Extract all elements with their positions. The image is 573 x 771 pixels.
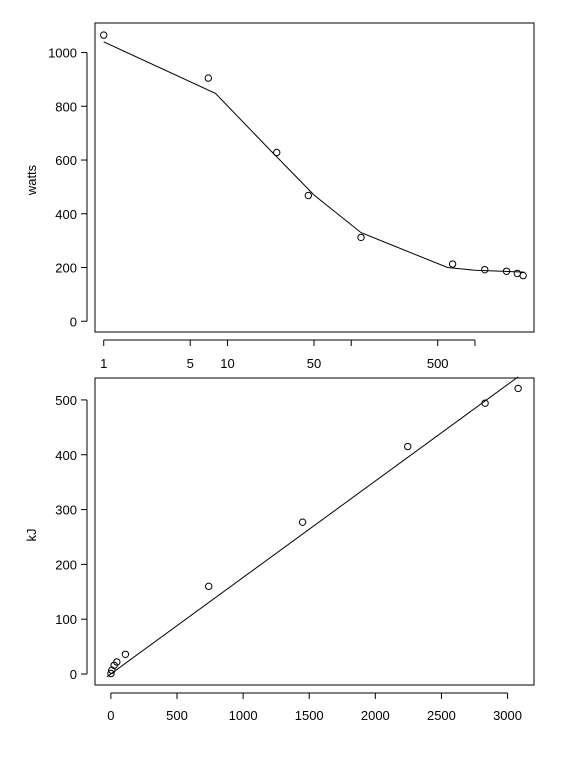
data-point bbox=[304, 191, 313, 200]
fit-line bbox=[106, 376, 519, 678]
plot-frame bbox=[94, 377, 535, 686]
data-point bbox=[121, 650, 130, 658]
kj-panel: 0 500 1000 1500 2000 2500 3000 0 100 200 300 400 50… bbox=[24, 376, 535, 723]
data-point bbox=[519, 271, 527, 280]
x-tick-label: 500 bbox=[427, 356, 449, 371]
data-points bbox=[100, 31, 527, 280]
y-axis-label: watts bbox=[24, 164, 39, 196]
data-point bbox=[481, 265, 489, 274]
x-tick-label: 3000 bbox=[493, 708, 522, 723]
data-point bbox=[205, 582, 213, 591]
x-tick-label: 0 bbox=[107, 708, 114, 723]
plot-frame bbox=[94, 22, 535, 333]
data-point bbox=[100, 31, 108, 39]
y-tick-label: 800 bbox=[55, 99, 77, 114]
data-point bbox=[357, 233, 365, 242]
data-point bbox=[448, 260, 457, 268]
y-tick-label: 400 bbox=[55, 448, 77, 463]
x-tick-label: 500 bbox=[166, 708, 188, 723]
x-tick-label: 10 bbox=[220, 356, 234, 371]
y-tick-label: 600 bbox=[55, 153, 77, 168]
x-axis: 1 5 10 50 500 bbox=[100, 339, 476, 371]
x-tick-label: 5 bbox=[187, 356, 194, 371]
y-axis: 0 200 400 600 800 1000 bbox=[48, 46, 88, 329]
x-tick-label: 1500 bbox=[295, 708, 324, 723]
data-point bbox=[404, 442, 412, 451]
y-tick-label: 0 bbox=[70, 667, 77, 682]
y-tick-label: 100 bbox=[55, 612, 77, 627]
fit-line-group bbox=[103, 41, 525, 273]
data-point bbox=[107, 669, 115, 678]
y-tick-label: 500 bbox=[55, 393, 77, 408]
fit-line-group bbox=[106, 376, 519, 678]
y-axis: 0 100 200 300 400 500 bbox=[55, 393, 88, 682]
y-tick-label: 200 bbox=[55, 557, 77, 572]
data-point bbox=[502, 267, 511, 275]
data-point bbox=[481, 399, 489, 407]
x-axis: 0 500 1000 1500 2000 2500 3000 bbox=[107, 692, 522, 723]
data-point bbox=[113, 658, 121, 666]
x-tick-label: 50 bbox=[307, 356, 321, 371]
data-points bbox=[107, 384, 522, 678]
watts-panel: 1 5 10 50 500 0 200 400 600 800 1000 watts bbox=[24, 22, 535, 371]
y-axis-label: kJ bbox=[24, 529, 39, 542]
x-tick-label: 1 bbox=[100, 356, 107, 371]
data-point bbox=[298, 518, 307, 526]
data-point bbox=[273, 148, 281, 157]
data-point bbox=[514, 384, 522, 393]
y-tick-label: 400 bbox=[55, 207, 77, 222]
x-tick-label: 1000 bbox=[229, 708, 258, 723]
fit-line bbox=[103, 41, 525, 273]
y-tick-label: 0 bbox=[70, 314, 77, 329]
x-tick-label: 2000 bbox=[361, 708, 390, 723]
y-tick-label: 300 bbox=[55, 503, 77, 518]
y-tick-label: 1000 bbox=[48, 46, 77, 61]
data-point bbox=[204, 74, 213, 82]
y-tick-label: 200 bbox=[55, 261, 77, 276]
x-tick-label: 2500 bbox=[427, 708, 456, 723]
